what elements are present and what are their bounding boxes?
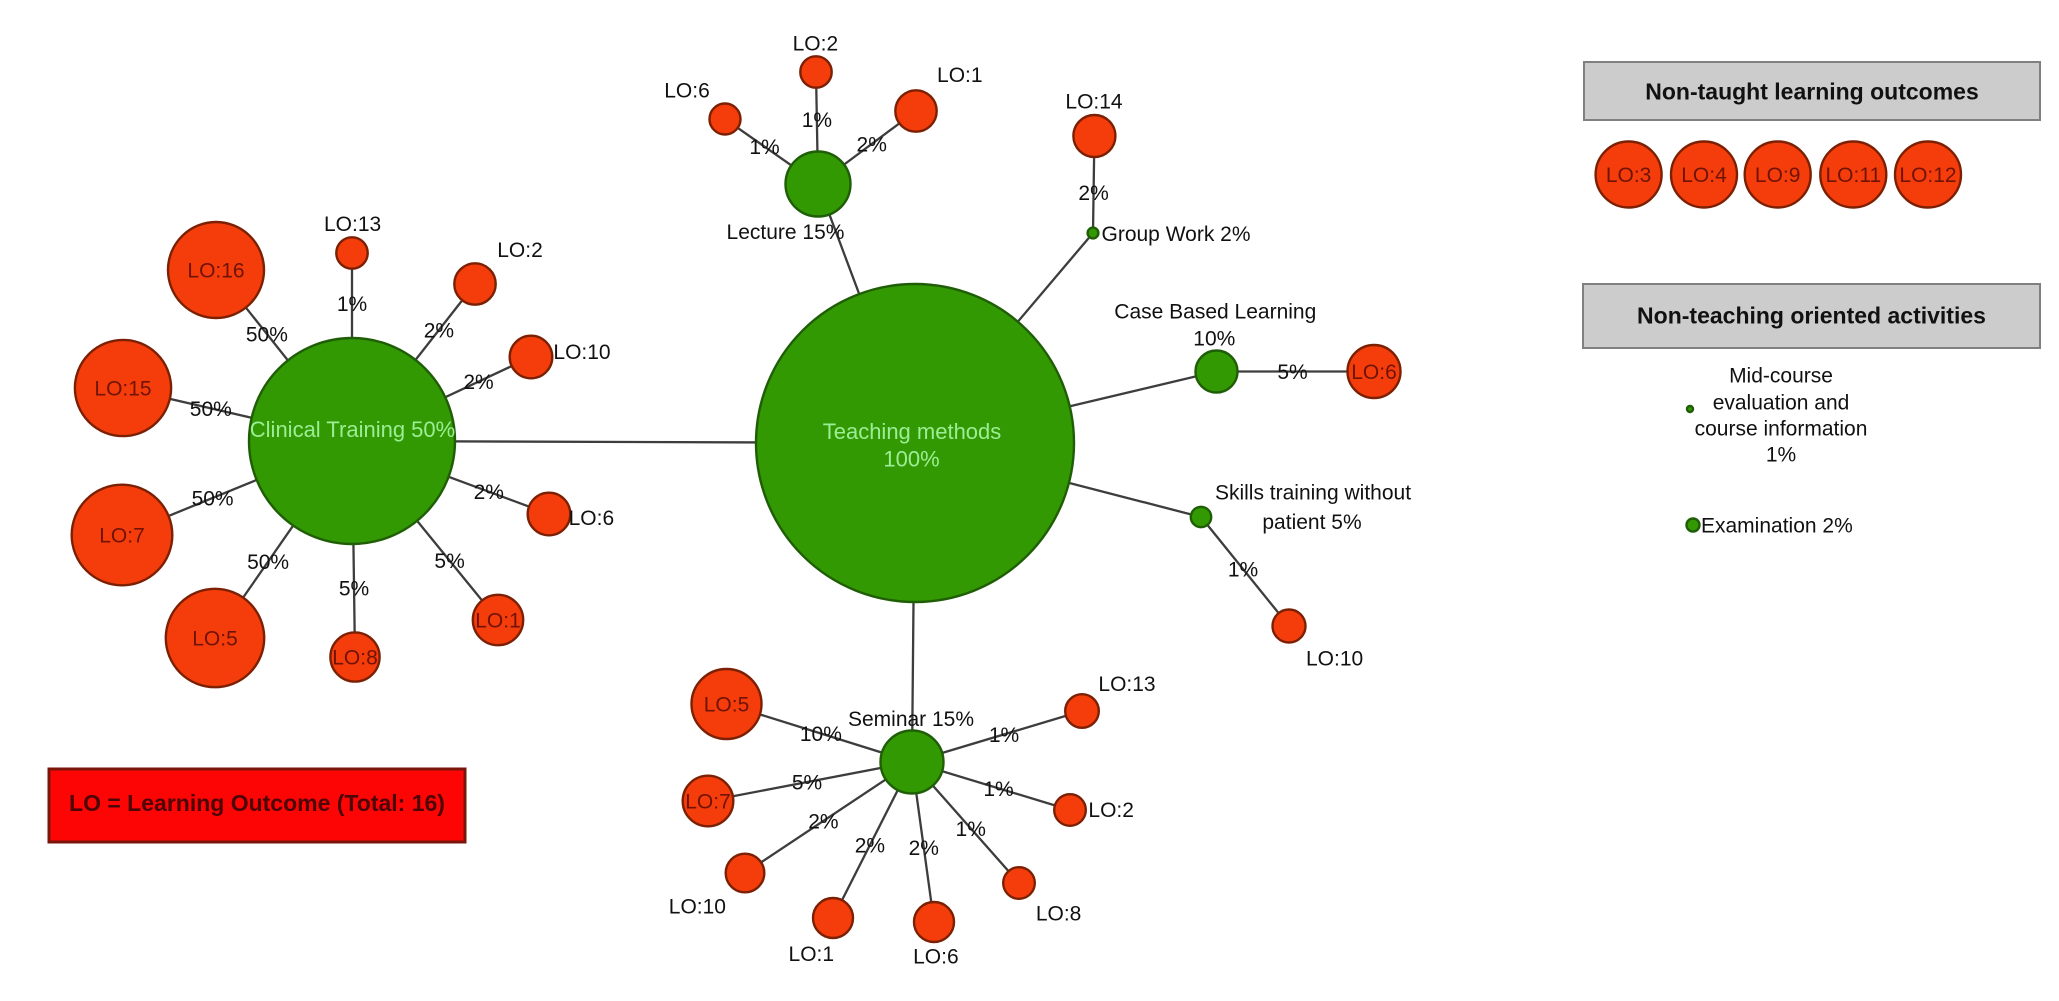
svg-text:2%: 2% <box>424 320 454 343</box>
svg-text:LO:10: LO:10 <box>553 341 610 364</box>
svg-text:2%: 2% <box>909 837 939 860</box>
svg-text:100%: 100% <box>883 447 939 472</box>
svg-text:LO:2: LO:2 <box>497 239 543 262</box>
svg-text:LO:6: LO:6 <box>1351 361 1397 384</box>
svg-text:2%: 2% <box>474 481 504 504</box>
svg-text:10%: 10% <box>800 723 842 746</box>
svg-text:LO:5: LO:5 <box>704 694 750 717</box>
svg-text:5%: 5% <box>339 578 369 601</box>
svg-text:LO = Learning Outcome (Total:: LO = Learning Outcome (Total: 16) <box>69 790 445 816</box>
svg-text:LO:6: LO:6 <box>569 507 615 530</box>
svg-text:50%: 50% <box>246 324 288 347</box>
svg-text:course information: course information <box>1695 417 1868 440</box>
svg-text:LO:2: LO:2 <box>1088 799 1134 822</box>
svg-text:LO:7: LO:7 <box>685 791 731 814</box>
svg-text:5%: 5% <box>434 550 464 573</box>
svg-text:50%: 50% <box>190 398 232 421</box>
svg-text:5%: 5% <box>1277 361 1307 384</box>
svg-text:LO:7: LO:7 <box>99 525 145 548</box>
svg-text:LO:13: LO:13 <box>324 213 381 236</box>
svg-text:10%: 10% <box>1193 328 1235 351</box>
svg-text:LO:5: LO:5 <box>192 628 238 651</box>
svg-text:Non-taught learning outcomes: Non-taught learning outcomes <box>1645 78 1979 104</box>
svg-text:LO:9: LO:9 <box>1755 164 1801 187</box>
svg-text:LO:14: LO:14 <box>1065 91 1123 114</box>
svg-text:Group Work 2%: Group Work 2% <box>1102 223 1251 246</box>
svg-text:50%: 50% <box>192 488 234 511</box>
svg-text:1%: 1% <box>983 778 1013 801</box>
svg-text:LO:15: LO:15 <box>94 378 151 401</box>
svg-text:2%: 2% <box>855 835 885 858</box>
svg-text:LO:6: LO:6 <box>664 80 710 103</box>
svg-text:LO:13: LO:13 <box>1098 673 1155 696</box>
svg-text:LO:1: LO:1 <box>937 64 983 87</box>
svg-text:LO:1: LO:1 <box>475 610 521 633</box>
svg-text:LO:1: LO:1 <box>789 943 835 966</box>
svg-text:2%: 2% <box>808 810 838 833</box>
svg-text:Case Based Learning: Case Based Learning <box>1114 301 1316 324</box>
svg-text:LO:12: LO:12 <box>1899 164 1956 187</box>
svg-text:patient 5%: patient 5% <box>1262 511 1361 534</box>
svg-text:LO:2: LO:2 <box>793 33 839 56</box>
svg-text:Mid-course: Mid-course <box>1729 364 1833 387</box>
svg-text:1%: 1% <box>337 293 367 316</box>
svg-text:2%: 2% <box>857 134 887 157</box>
svg-text:1%: 1% <box>1766 444 1796 467</box>
svg-text:1%: 1% <box>989 724 1019 747</box>
svg-text:LO:11: LO:11 <box>1825 164 1881 187</box>
svg-text:Examination 2%: Examination 2% <box>1701 515 1853 538</box>
svg-text:LO:10: LO:10 <box>1306 647 1363 670</box>
svg-text:LO:6: LO:6 <box>913 945 959 968</box>
svg-text:1%: 1% <box>956 818 986 841</box>
svg-text:Clinical Training 50%: Clinical Training 50% <box>250 417 455 442</box>
svg-text:Non-teaching oriented activiti: Non-teaching oriented activities <box>1637 303 1986 329</box>
svg-text:5%: 5% <box>792 772 822 795</box>
svg-text:LO:16: LO:16 <box>187 260 244 283</box>
svg-text:Teaching methods: Teaching methods <box>823 419 1002 444</box>
svg-text:2%: 2% <box>1078 182 1108 205</box>
svg-text:LO:10: LO:10 <box>669 896 726 919</box>
svg-text:LO:8: LO:8 <box>332 647 378 670</box>
svg-text:Skills training without: Skills training without <box>1215 482 1411 505</box>
svg-text:2%: 2% <box>463 371 493 394</box>
svg-text:1%: 1% <box>1228 559 1258 582</box>
svg-text:50%: 50% <box>247 551 289 574</box>
svg-text:evaluation and: evaluation and <box>1713 391 1850 414</box>
svg-text:LO:4: LO:4 <box>1681 164 1727 187</box>
svg-text:1%: 1% <box>802 109 832 132</box>
svg-text:LO:3: LO:3 <box>1606 164 1652 187</box>
svg-text:1%: 1% <box>749 136 779 159</box>
svg-text:Lecture 15%: Lecture 15% <box>727 221 845 244</box>
svg-text:LO:8: LO:8 <box>1036 903 1082 926</box>
svg-text:Seminar 15%: Seminar 15% <box>848 708 974 731</box>
